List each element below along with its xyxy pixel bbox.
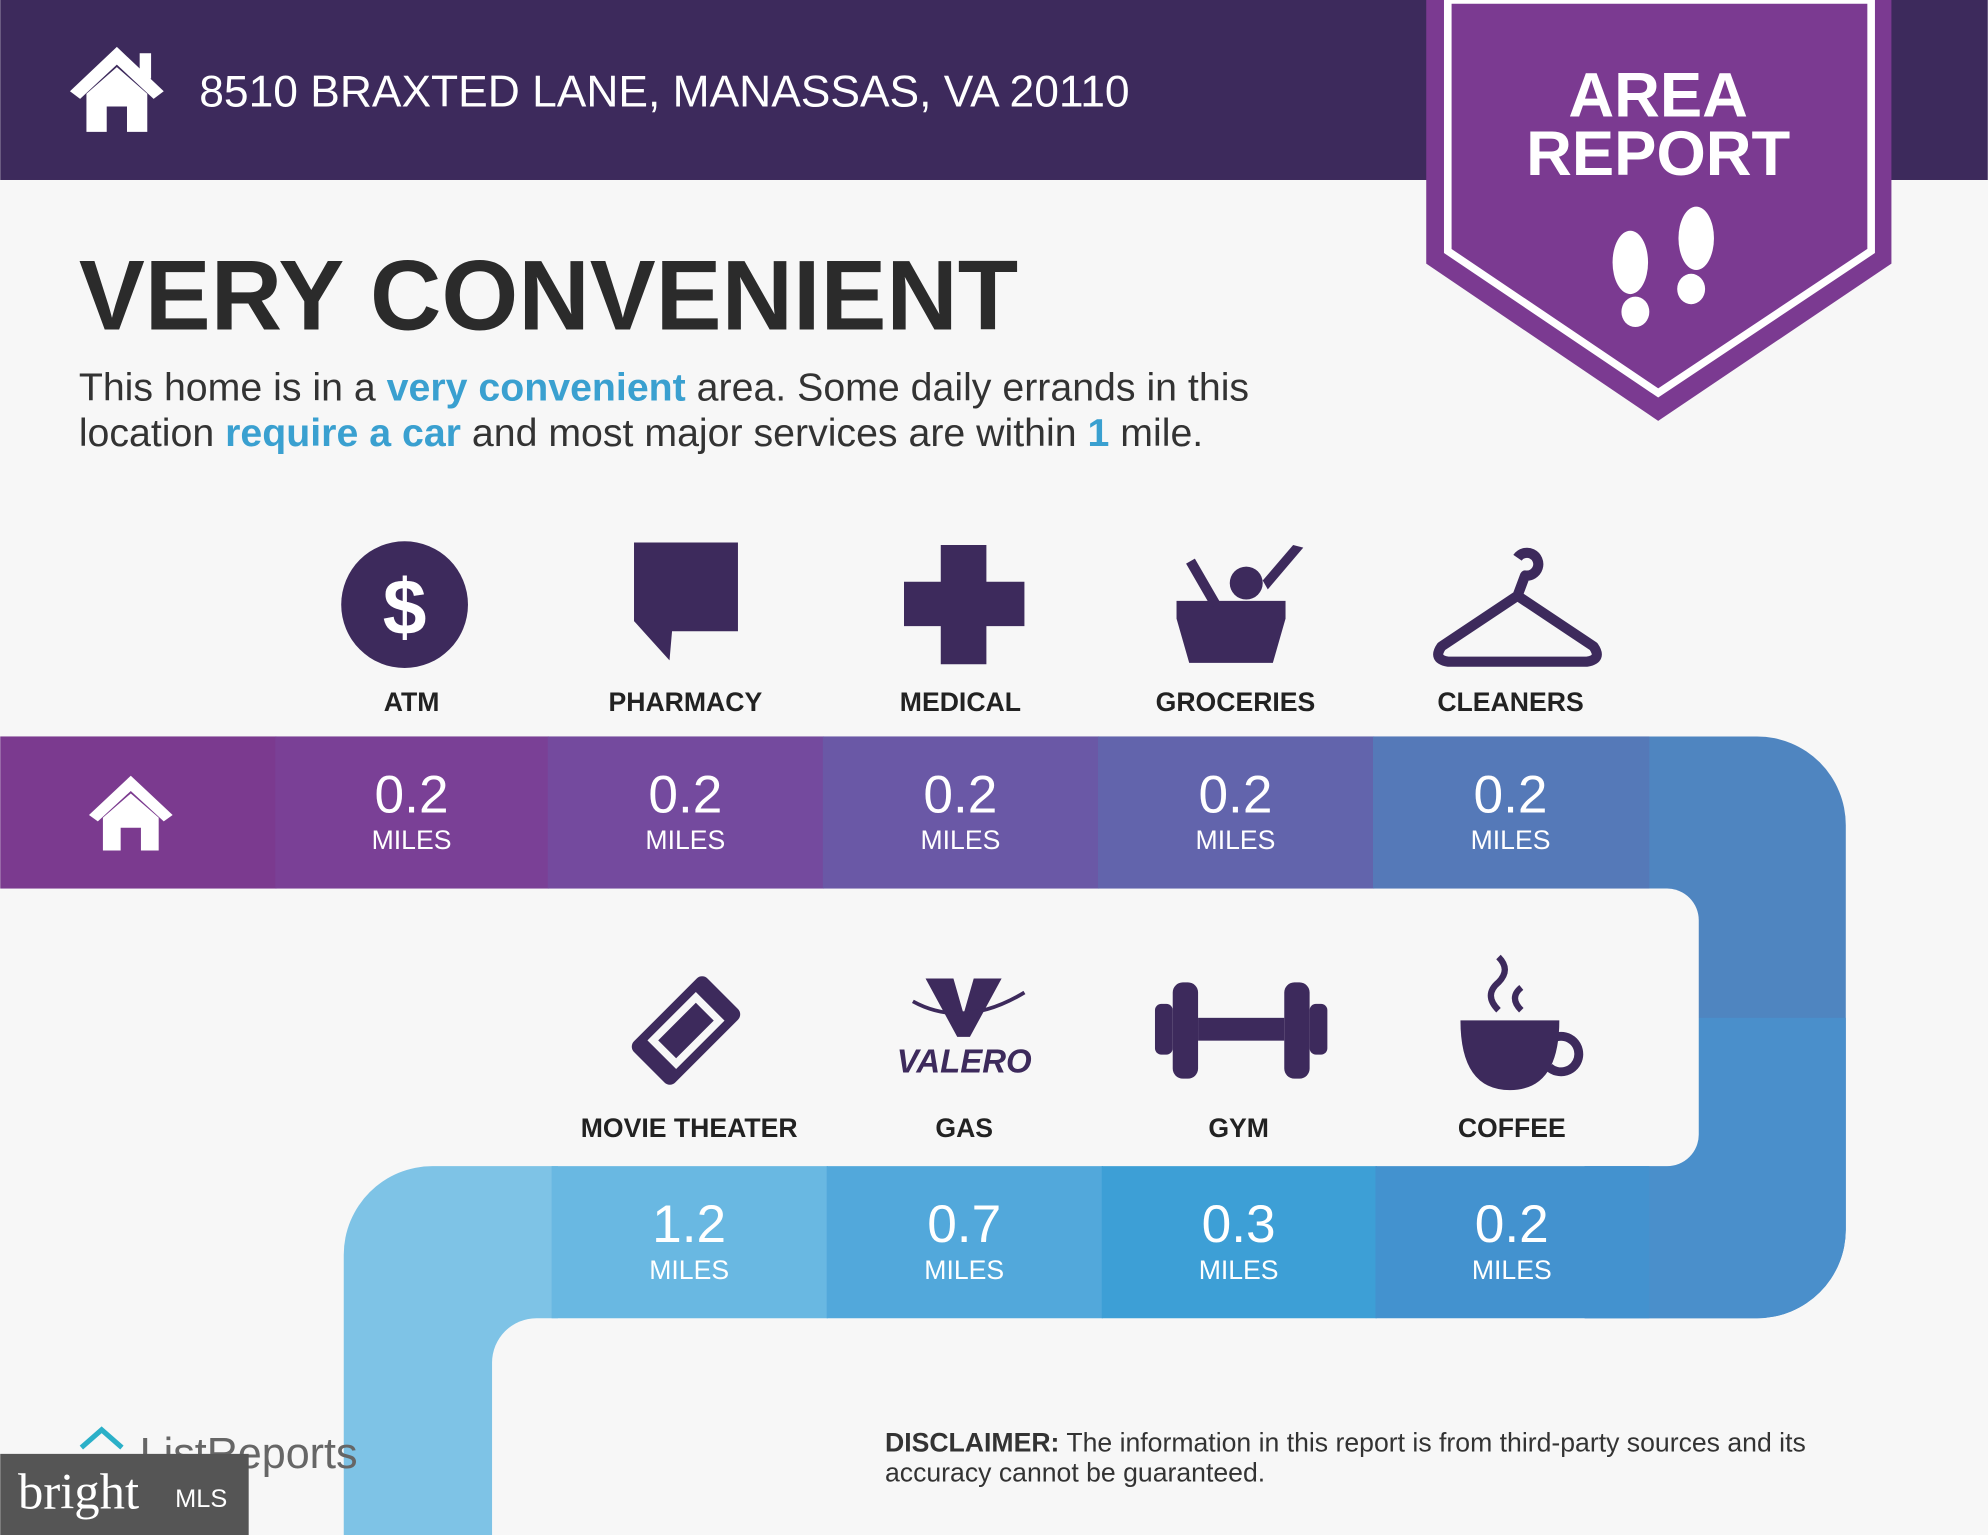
distance: 1.2 [652,1195,726,1254]
description-text: area. Some daily errands in this [686,366,1249,410]
route-home-icon [88,775,173,851]
amenity-label: PHARMACY [608,687,762,717]
disclaimer-label: DISCLAIMER: [885,1427,1059,1457]
amenity-label: MEDICAL [900,687,1021,717]
distance-unit: MILES [1199,1255,1279,1285]
description-text: This home is in a [79,366,387,410]
brand-logo [79,1426,124,1450]
distance: 0.2 [1474,765,1548,824]
distance-unit: MILES [1472,1255,1552,1285]
disclaimer-text: accuracy cannot be guaranteed. [885,1458,1265,1488]
route-cell [1372,736,1650,889]
highlight: very convenient [387,366,686,410]
amenity-label: CLEANERS [1437,687,1583,717]
distance-unit: MILES [920,825,1000,855]
distance: 0.2 [375,765,449,824]
description-text: location [79,411,225,455]
route-cell [822,736,1100,889]
distance-unit: MILES [649,1255,729,1285]
svg-text:$: $ [383,563,427,651]
route-cell [275,736,550,889]
coffee-icon [1460,954,1584,1091]
distance: 0.7 [927,1195,1001,1254]
mls-brand: bright [18,1463,139,1519]
distance-unit: MILES [924,1255,1004,1285]
route-cell [1101,1166,1377,1319]
heading: VERY CONVENIENT [79,241,1018,351]
route-cell [1375,1166,1650,1319]
badge-title: AREA [1568,61,1748,131]
logo-text: VALERO [897,1042,1032,1079]
amenity-label: GAS [935,1113,993,1143]
disclaimer: DISCLAIMER: The information in this repo… [885,1427,1806,1457]
highlight: 1 [1088,411,1110,455]
mls-suffix: MLS [175,1485,227,1513]
description: This home is in a very convenient area. … [79,366,1249,456]
distance-unit: MILES [372,825,452,855]
description-text: mile. [1109,411,1203,455]
amenity-label: ATM [384,687,440,717]
distance-unit: MILES [1196,825,1276,855]
groceries-icon [1176,545,1304,663]
gym-icon [1154,982,1328,1079]
gas-icon [911,978,1026,1037]
route-cell [826,1166,1104,1319]
badge-outline [1443,0,1875,398]
pharmacy-icon [634,542,738,661]
amenity-label: MOVIE THEATER [581,1113,798,1143]
atm-icon: $ [341,541,468,668]
distance: 0.2 [1198,765,1272,824]
description-line: This home is in a very convenient area. … [79,366,1249,410]
cleaners-icon [1433,547,1602,667]
disclaimer-text: The information in this report is from t… [1059,1427,1805,1457]
home-icon [69,46,164,132]
mls-box [0,1453,249,1535]
distance: 0.3 [1202,1195,1276,1254]
description-line: location require a car and most major se… [79,411,1203,455]
distance: 0.2 [923,765,997,824]
distance: 0.2 [648,765,722,824]
route-cell [551,1166,828,1319]
amenity-label: GROCERIES [1156,687,1316,717]
distance-unit: MILES [645,825,725,855]
badge-title: REPORT [1526,119,1790,189]
distance: 0.2 [1475,1195,1549,1254]
amenity-label: GYM [1208,1113,1269,1143]
route-gap [492,1318,1395,1535]
description-text: and most major services are within [461,411,1088,455]
amenity-label: COFFEE [1458,1113,1566,1143]
address: 8510 BRAXTED LANE, MANASSAS, VA 20110 [199,67,1129,116]
route-cell [547,736,825,889]
highlight: require a car [225,411,461,455]
ticket-icon [631,976,741,1085]
footprints-icon [1612,206,1714,328]
route-cell [1097,736,1375,889]
medical-icon [904,545,1025,665]
distance-unit: MILES [1471,825,1551,855]
